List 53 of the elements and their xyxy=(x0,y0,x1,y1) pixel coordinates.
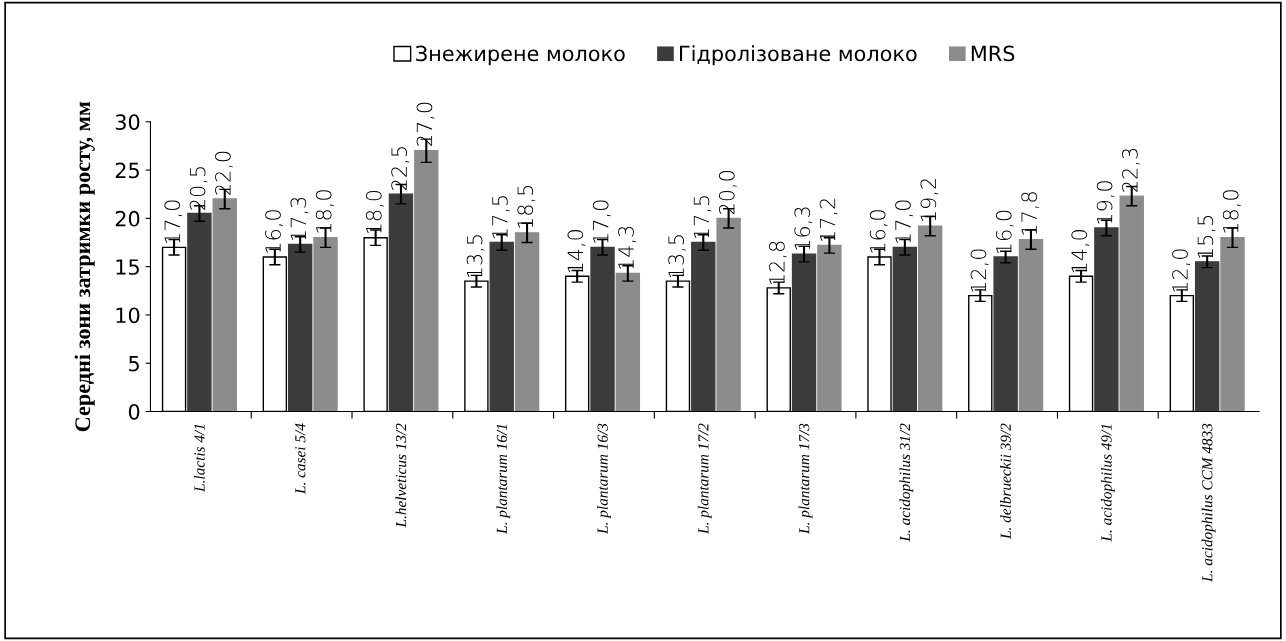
x-tick-label: L. plantarum 17/3 xyxy=(798,423,813,535)
data-label: 18,0 xyxy=(365,190,384,234)
x-tick-label: L. acidophilus CCM 4833 xyxy=(1201,423,1216,583)
data-label: 15,5 xyxy=(1197,216,1216,258)
data-label: 16,3 xyxy=(794,207,813,250)
data-label: 17,0 xyxy=(592,200,611,243)
data-label: 12,0 xyxy=(970,249,989,292)
data-label: 16,0 xyxy=(869,210,888,253)
data-label: 17,0 xyxy=(164,200,183,243)
data-label: 13,5 xyxy=(466,235,485,278)
data-label: 17,8 xyxy=(1021,192,1040,235)
data-label: 14,0 xyxy=(567,230,586,273)
x-tick-label: L. acidophilus 49/1 xyxy=(1100,424,1115,542)
x-tick-label: L. plantarum 17/2 xyxy=(697,423,712,535)
data-label: 17,3 xyxy=(290,197,309,240)
y-tick-label: 25 xyxy=(115,162,139,179)
x-tick-label: L. delbrueckii 39/2 xyxy=(1000,423,1011,540)
data-label: 14,0 xyxy=(1071,230,1090,273)
data-label: 17,2 xyxy=(819,198,838,241)
data-label: 13,5 xyxy=(668,235,687,278)
data-label: 17,5 xyxy=(693,196,712,238)
y-tick-label: 5 xyxy=(129,355,139,372)
x-tick-label: L.helveticus 13/2 xyxy=(395,423,407,528)
y-tick-label: 10 xyxy=(116,307,140,324)
x-tick-label: L. acidophilus 31/2 xyxy=(899,423,914,542)
data-label: 22,3 xyxy=(1122,149,1140,192)
data-label: 17,0 xyxy=(895,200,914,243)
x-tick-label: L.lactis 4/1 xyxy=(193,424,205,493)
data-label: 18,0 xyxy=(315,190,334,233)
x-tick-label: L. casei 5/4 xyxy=(295,423,306,495)
data-label: 14,3 xyxy=(618,226,637,269)
y-axis-title: Середні зони затримки росту, мм xyxy=(74,101,95,432)
data-label: 16,0 xyxy=(995,210,1014,253)
y-tick-label: 0 xyxy=(128,403,140,420)
data-label: 12,8 xyxy=(769,241,787,284)
legend-label: MRS xyxy=(971,45,1015,62)
data-label: 16,0 xyxy=(265,210,284,253)
data-label: 20,5 xyxy=(189,167,208,210)
data-label: 27,0 xyxy=(416,102,435,146)
data-label: 22,5 xyxy=(391,147,410,190)
x-tick-label: L. plantarum 16/1 xyxy=(496,424,511,535)
y-tick-label: 15 xyxy=(116,259,139,275)
data-label: 20,0 xyxy=(718,171,737,215)
data-label: 19,0 xyxy=(1096,181,1115,224)
data-label: 12,0 xyxy=(1172,249,1190,292)
legend-label: Знежирене молоко xyxy=(416,45,625,66)
y-tick-label: 20 xyxy=(115,210,140,227)
y-tick-label: 30 xyxy=(115,114,140,130)
x-tick-label: L. plantarum 16/3 xyxy=(597,423,611,535)
data-label: 18,0 xyxy=(1222,190,1241,233)
legend-label: Гідролізоване молоко xyxy=(680,45,917,66)
data-label: 22,0 xyxy=(215,151,233,195)
data-label: 17,5 xyxy=(492,196,510,238)
